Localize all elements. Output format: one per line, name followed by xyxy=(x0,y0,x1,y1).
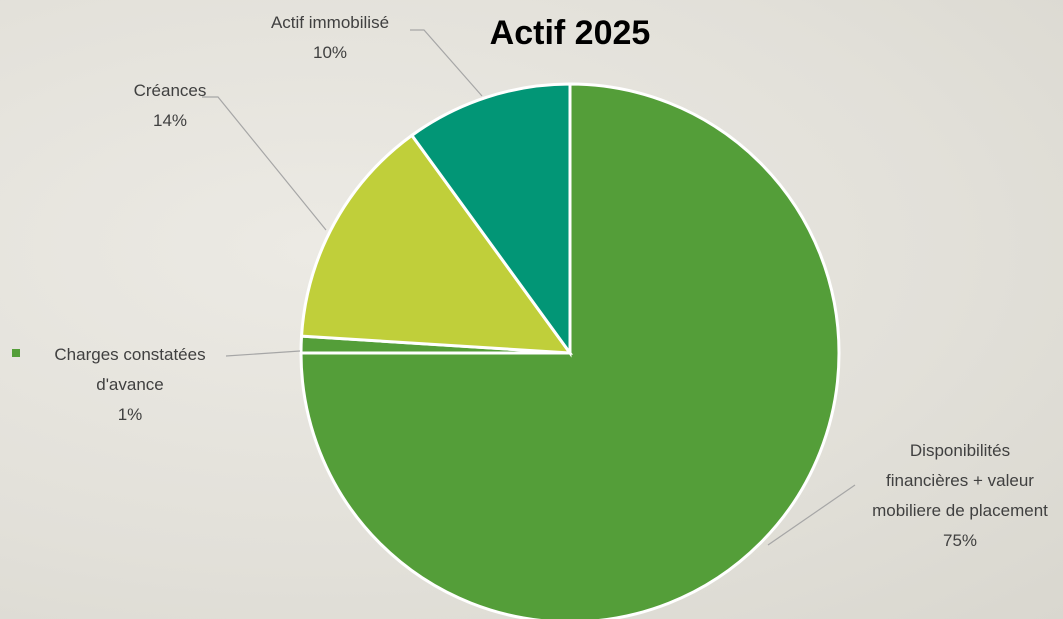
leader-line xyxy=(226,351,300,356)
data-label-value: 75% xyxy=(868,526,1052,556)
data-label-value: 14% xyxy=(100,106,240,136)
chart: Actif 2025 Disponibilités financières + … xyxy=(0,0,1063,619)
data-label-name: Actif immobilisé xyxy=(240,8,420,38)
data-label-name: Créances xyxy=(100,76,240,106)
chart-title: Actif 2025 xyxy=(420,14,720,53)
data-label-value: 1% xyxy=(40,400,220,430)
data-label-name: Disponibilités financières + valeur mobi… xyxy=(868,436,1052,526)
data-label-name: Charges constatées d'avance xyxy=(40,340,220,400)
data-label-value: 10% xyxy=(240,38,420,68)
legend-key xyxy=(12,349,20,357)
